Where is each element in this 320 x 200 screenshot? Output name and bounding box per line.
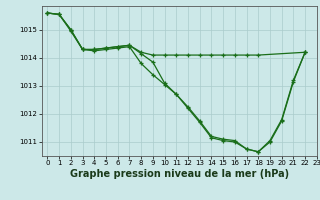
X-axis label: Graphe pression niveau de la mer (hPa): Graphe pression niveau de la mer (hPa) <box>70 169 289 179</box>
